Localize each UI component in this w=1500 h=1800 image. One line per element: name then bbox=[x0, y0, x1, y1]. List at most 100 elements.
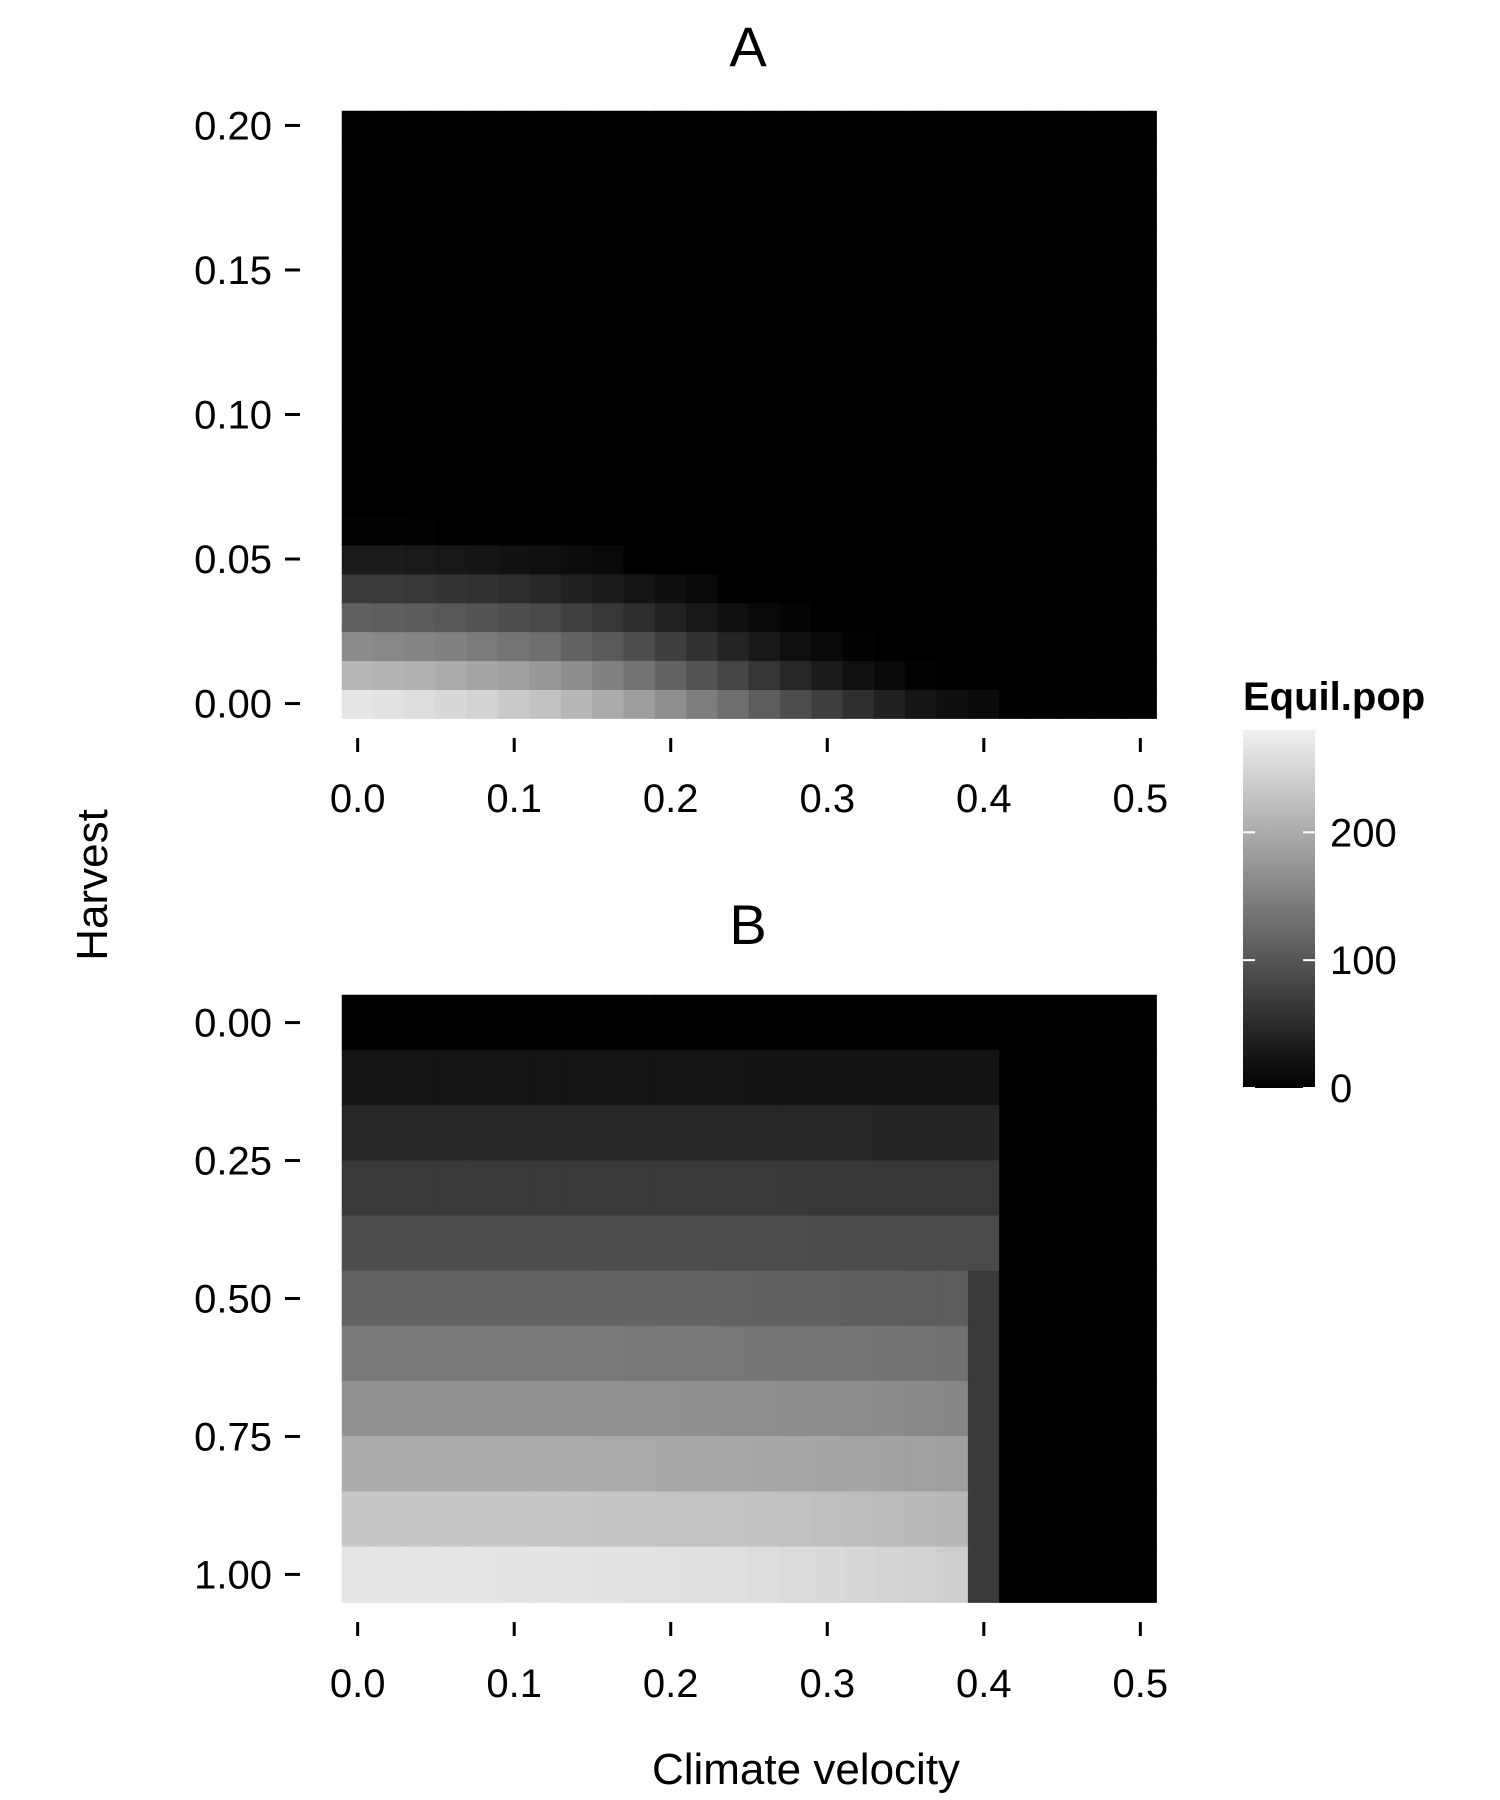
panel-b-cell bbox=[1124, 1546, 1157, 1603]
panel-b-cell bbox=[498, 1325, 531, 1383]
panel-a-cell bbox=[466, 226, 500, 257]
panel-a-cell bbox=[1124, 659, 1157, 690]
panel-b-cell bbox=[1093, 994, 1126, 1052]
panel-b-cell bbox=[529, 1546, 563, 1603]
panel-b-cell bbox=[1061, 1105, 1095, 1162]
panel-b-cell bbox=[873, 1215, 907, 1272]
panel-a-cell bbox=[341, 631, 375, 662]
panel-b-cell bbox=[1030, 1546, 1063, 1603]
panel-b-cell bbox=[1030, 1436, 1063, 1493]
panel-b-cell bbox=[404, 1270, 437, 1327]
panel-a-cell bbox=[967, 226, 1001, 257]
panel-b-cell bbox=[717, 1436, 750, 1493]
panel-a-cell bbox=[373, 226, 406, 257]
panel-a-cell bbox=[780, 110, 813, 141]
panel-a-cell bbox=[1124, 197, 1157, 228]
panel-b-cell bbox=[905, 1491, 938, 1548]
panel-a-cell bbox=[999, 428, 1032, 459]
panel-b-cell bbox=[1093, 1049, 1126, 1107]
panel-a-cell bbox=[842, 139, 876, 170]
panel-a-cell bbox=[654, 197, 688, 228]
panel-b-cell bbox=[873, 1270, 907, 1327]
panel-a-cell bbox=[748, 341, 782, 372]
panel-b-cell bbox=[1093, 1105, 1126, 1162]
panel-a-cell bbox=[654, 515, 688, 546]
panel-a-cell bbox=[748, 457, 782, 488]
panel-b-cell bbox=[936, 1105, 970, 1162]
panel-b-cell bbox=[529, 1049, 563, 1107]
panel-b-cell bbox=[748, 1491, 782, 1548]
panel-a-cell bbox=[936, 284, 970, 315]
panel-a-cell bbox=[873, 284, 907, 315]
panel-b-cell bbox=[373, 1381, 406, 1438]
panel-b-cell bbox=[1030, 1215, 1063, 1272]
panel-a-cell bbox=[404, 457, 437, 488]
panel-a-cell bbox=[1030, 457, 1063, 488]
panel-a-cell bbox=[435, 602, 469, 633]
panel-a-cell bbox=[654, 168, 688, 199]
panel-a-cell bbox=[373, 370, 406, 401]
panel-a-cell bbox=[905, 226, 938, 257]
panel-b-cell bbox=[686, 1270, 719, 1327]
panel-a-cell bbox=[373, 544, 406, 575]
panel-a-cell bbox=[341, 428, 375, 459]
panel-a-cell bbox=[748, 428, 782, 459]
panel-b-cell bbox=[717, 1105, 750, 1162]
panel-b-cell bbox=[1061, 1436, 1095, 1493]
panel-a-cell bbox=[373, 168, 406, 199]
panel-a-cell bbox=[780, 457, 813, 488]
panel-a-cell bbox=[341, 139, 375, 170]
panel-a-cell bbox=[1124, 255, 1157, 286]
panel-b-cell bbox=[623, 1105, 656, 1162]
panel-a-cell bbox=[1030, 370, 1063, 401]
panel-a-cell bbox=[717, 341, 750, 372]
panel-b-cell bbox=[373, 1436, 406, 1493]
panel-a-cell bbox=[936, 631, 970, 662]
panel-b-cell bbox=[435, 1436, 469, 1493]
panel-a-cell bbox=[686, 602, 719, 633]
panel-a-cell bbox=[373, 457, 406, 488]
panel-a-cell bbox=[498, 226, 531, 257]
panel-b-cell bbox=[905, 1049, 938, 1107]
panel-a-cell bbox=[623, 284, 656, 315]
panel-b-cell bbox=[780, 1105, 813, 1162]
panel-b-cell bbox=[842, 1491, 876, 1548]
panel-a-cell bbox=[873, 226, 907, 257]
panel-b-cell bbox=[560, 1160, 594, 1217]
panel-a-cell bbox=[529, 341, 563, 372]
panel-a-cell bbox=[936, 226, 970, 257]
panel-a-cell bbox=[560, 110, 594, 141]
panel-a-cell bbox=[435, 284, 469, 315]
panel-b-cell bbox=[373, 1049, 406, 1107]
panel-a-cell bbox=[1093, 313, 1126, 344]
panel-a-cell bbox=[905, 486, 938, 517]
panel-b-cell bbox=[999, 1491, 1032, 1548]
panel-a-cell bbox=[936, 428, 970, 459]
panel-b-cell bbox=[435, 1546, 469, 1603]
panel-b-cell bbox=[1030, 1491, 1063, 1548]
panel-b-cell bbox=[404, 1436, 437, 1493]
panel-a-cell bbox=[967, 197, 1001, 228]
panel-a-cell bbox=[1061, 573, 1095, 604]
panel-a-cell bbox=[873, 659, 907, 690]
panel-b-cell bbox=[717, 1381, 750, 1438]
panel-a-cell bbox=[717, 197, 750, 228]
panel-b-cell bbox=[529, 1105, 563, 1162]
panel-a-cell bbox=[686, 428, 719, 459]
panel-a-cell bbox=[341, 573, 375, 604]
panel-a-cell bbox=[592, 226, 625, 257]
panel-a-cell bbox=[811, 544, 844, 575]
panel-b-cell bbox=[623, 994, 656, 1052]
panel-a-cell bbox=[341, 110, 375, 141]
panel-b-x-tick-label: 0.5 bbox=[1113, 1662, 1169, 1706]
panel-a-cell bbox=[466, 255, 500, 286]
panel-a-cell bbox=[498, 284, 531, 315]
panel-a-cell bbox=[560, 602, 594, 633]
panel-b-cell bbox=[404, 1105, 437, 1162]
panel-a-cell bbox=[1093, 284, 1126, 315]
panel-a-cell bbox=[905, 110, 938, 141]
panel-b-cell bbox=[811, 1436, 844, 1493]
panel-a-cell bbox=[1061, 457, 1095, 488]
legend-colorbar bbox=[1243, 730, 1315, 1088]
panel-a-cell bbox=[780, 631, 813, 662]
